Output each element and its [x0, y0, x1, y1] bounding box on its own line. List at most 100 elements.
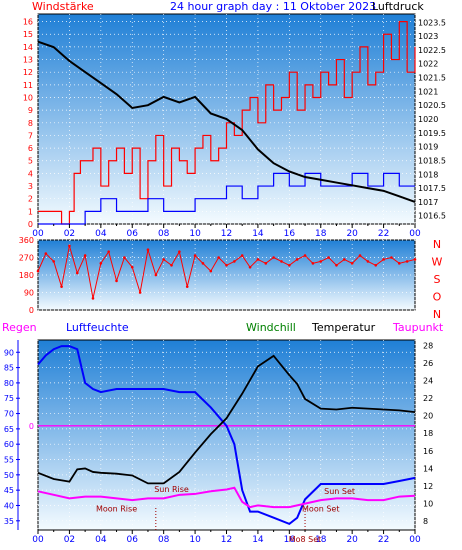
header-left-label: Windstärke	[32, 0, 94, 13]
humidity-tick-label: 75	[4, 394, 14, 403]
legend-luftfeuchte: Luftfeuchte	[66, 321, 129, 334]
x-tick-label: 18	[315, 229, 327, 239]
wind-direction-point	[240, 254, 244, 257]
wind-tick-label: 6	[28, 144, 33, 153]
humidity-tick-label: 35	[4, 517, 14, 526]
wind-direction-point	[288, 263, 291, 267]
x-tick-label: 06	[127, 535, 139, 545]
x-tick-label: 02	[64, 229, 75, 239]
astro-annotation: Sun Set	[324, 487, 355, 496]
legend-regen: Regen	[2, 321, 37, 334]
temperature-tick-label: 24	[423, 376, 433, 385]
humidity-tick-label: 40	[4, 501, 14, 510]
series-luftdruck	[37, 40, 416, 203]
temperature-tick-label: 14	[423, 464, 433, 473]
x-tick-label: 08	[158, 229, 170, 239]
temperature-tick-label: 26	[423, 359, 433, 368]
humidity-tick-label: 65	[4, 425, 14, 434]
x-tick-label: 00	[32, 535, 44, 545]
x-tick-label: 14	[252, 535, 264, 545]
x-tick-label: 04	[95, 535, 107, 545]
wind-direction-point	[36, 269, 40, 273]
compass-label: N	[433, 308, 441, 321]
compass-label: S	[434, 273, 441, 286]
humidity-tick-label: 60	[4, 440, 14, 449]
x-tick-label: 14	[252, 229, 264, 239]
compass-label: O	[433, 291, 442, 304]
wind-tick-label: 0	[28, 220, 33, 229]
wind-direction-point	[91, 297, 95, 300]
astro-annotation: Moon Rise	[96, 505, 137, 514]
wind-direction-point	[178, 250, 181, 253]
wind-direction-point	[382, 258, 385, 261]
humidity-tick-label: 50	[4, 471, 14, 480]
wind-direction-point	[217, 256, 220, 259]
astro-annotation: Moon Set	[302, 505, 339, 514]
temperature-tick-label: 22	[423, 394, 433, 403]
pressure-tick-label: 1018	[418, 170, 438, 179]
wind-direction-point	[60, 285, 63, 288]
wind-direction-point	[397, 262, 401, 265]
wind-direction-point	[75, 271, 79, 275]
wind-direction-point	[319, 260, 323, 263]
wind-direction-point	[264, 262, 268, 265]
x-tick-label: 20	[346, 535, 358, 545]
wind-direction-point	[123, 256, 126, 259]
wind-direction-point	[52, 260, 56, 263]
wind-direction-point	[225, 263, 228, 267]
x-tick-label: 20	[346, 229, 358, 239]
astro-annotations: Sun Rise Moon Rise Sun Set Moon Set Mo8 Set	[96, 485, 355, 544]
pressure-axis-ticks: 1016.5 1017 1017.5 1018 1018.5 1019 1019.5 1020…	[418, 18, 446, 220]
wind-direction-tick-label: 0	[29, 306, 34, 315]
wind-direction-tick-label: 360	[19, 236, 34, 245]
pressure-tick-label: 1022	[418, 60, 438, 69]
rain-zero-label: 0	[29, 422, 34, 431]
wind-tick-label: 1	[28, 207, 33, 216]
wind-tick-label: 12	[23, 68, 33, 77]
temperature-tick-label: 28	[423, 341, 433, 350]
wind-direction-point	[280, 260, 283, 263]
humidity-tick-label: 70	[4, 410, 14, 419]
wind-direction-point	[295, 258, 299, 261]
x-tick-label: 10	[189, 535, 201, 545]
wind-direction-tick-label: 90	[24, 289, 34, 298]
pressure-tick-label: 1019	[418, 143, 438, 152]
temperature-tick-label: 8	[423, 517, 428, 526]
pressure-tick-label: 1017.5	[418, 184, 446, 193]
x-tick-label: 22	[378, 535, 389, 545]
wind-direction-point	[193, 254, 197, 257]
wind-direction-tick-label: 270	[19, 254, 34, 263]
wind-tick-label: 8	[28, 119, 33, 128]
wind-direction-point	[303, 254, 307, 257]
wind-direction-point	[350, 262, 354, 265]
legend-windchill: Windchill	[246, 321, 296, 334]
wind-direction-point	[366, 260, 370, 263]
x-tick-label: 18	[315, 535, 327, 545]
humidity-tick-label: 85	[4, 364, 14, 373]
pressure-tick-label: 1019.5	[418, 129, 446, 138]
wind-direction-point	[233, 260, 236, 263]
wind-tick-label: 9	[28, 106, 33, 115]
wind-direction-point	[115, 279, 118, 283]
x-tick-label: 16	[284, 229, 296, 239]
temp-humidity-x-ticks: 00 02 04 06 08 10 12 14 16 18 20 22 00	[32, 530, 421, 545]
temperature-tick-label: 20	[423, 412, 433, 421]
astro-annotation: Sun Rise	[154, 485, 189, 494]
x-tick-label: 00	[409, 535, 421, 545]
wind-direction-point	[146, 248, 150, 252]
x-tick-label: 22	[378, 229, 389, 239]
wind-direction-point	[343, 258, 346, 261]
wind-direction-tick-label: 180	[19, 271, 34, 280]
humidity-tick-label: 90	[4, 348, 14, 357]
temp-humidity-series	[37, 345, 416, 526]
wind-tick-label: 3	[28, 182, 33, 191]
wind-tick-label: 16	[23, 18, 33, 27]
wind-pressure-series	[37, 20, 416, 225]
wind-direction-series	[36, 244, 417, 300]
wind-direction-point	[99, 262, 103, 265]
wind-tick-label: 14	[23, 43, 33, 52]
wind-direction-point	[405, 260, 409, 263]
humidity-axis-ticks: 35 40 45 50 55 60 65 70 75 80 85 90 0	[4, 340, 34, 530]
